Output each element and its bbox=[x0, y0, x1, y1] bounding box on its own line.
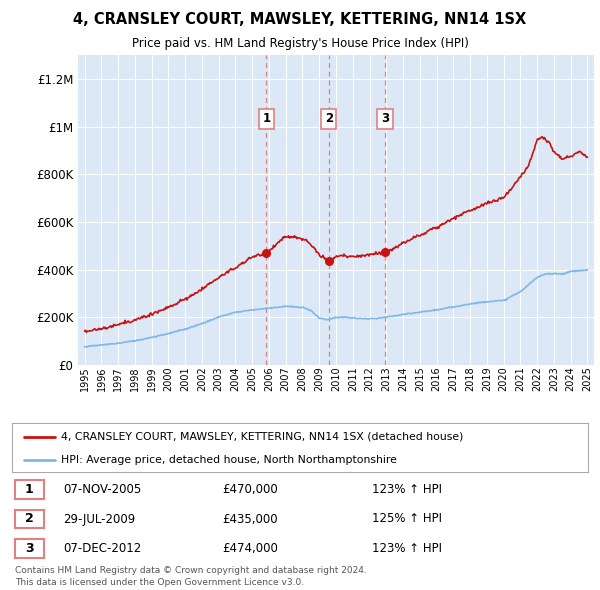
Text: 123% ↑ HPI: 123% ↑ HPI bbox=[372, 542, 442, 555]
Text: 1996: 1996 bbox=[97, 366, 106, 391]
Text: 2018: 2018 bbox=[465, 366, 475, 391]
Text: 2004: 2004 bbox=[230, 366, 241, 391]
Text: 2012: 2012 bbox=[365, 366, 374, 391]
Text: £470,000: £470,000 bbox=[222, 483, 278, 496]
Text: 3: 3 bbox=[25, 542, 34, 555]
Text: 2022: 2022 bbox=[532, 366, 542, 391]
Text: 2002: 2002 bbox=[197, 366, 207, 391]
Text: 2007: 2007 bbox=[281, 366, 291, 391]
Text: 2019: 2019 bbox=[482, 366, 492, 391]
Text: HPI: Average price, detached house, North Northamptonshire: HPI: Average price, detached house, Nort… bbox=[61, 455, 397, 465]
Text: 2025: 2025 bbox=[582, 366, 592, 391]
Text: 1999: 1999 bbox=[147, 366, 157, 391]
Text: 2015: 2015 bbox=[415, 366, 425, 391]
Text: 07-NOV-2005: 07-NOV-2005 bbox=[63, 483, 141, 496]
Text: 29-JUL-2009: 29-JUL-2009 bbox=[63, 513, 135, 526]
Text: 2021: 2021 bbox=[515, 366, 525, 391]
Text: 2023: 2023 bbox=[549, 366, 559, 391]
Text: £474,000: £474,000 bbox=[222, 542, 278, 555]
Text: 1998: 1998 bbox=[130, 366, 140, 391]
Text: 2016: 2016 bbox=[431, 366, 442, 391]
Text: 2008: 2008 bbox=[298, 366, 307, 391]
Text: 2003: 2003 bbox=[214, 366, 224, 391]
Text: 2014: 2014 bbox=[398, 366, 408, 391]
Text: 2024: 2024 bbox=[566, 366, 575, 391]
Text: 2000: 2000 bbox=[163, 366, 173, 391]
Text: 123% ↑ HPI: 123% ↑ HPI bbox=[372, 483, 442, 496]
Text: 2013: 2013 bbox=[381, 366, 391, 391]
Text: 3: 3 bbox=[381, 112, 389, 125]
Text: 07-DEC-2012: 07-DEC-2012 bbox=[63, 542, 141, 555]
Text: 2017: 2017 bbox=[448, 366, 458, 391]
Text: 2: 2 bbox=[25, 513, 34, 526]
Text: 4, CRANSLEY COURT, MAWSLEY, KETTERING, NN14 1SX (detached house): 4, CRANSLEY COURT, MAWSLEY, KETTERING, N… bbox=[61, 432, 463, 442]
Text: 1: 1 bbox=[262, 112, 271, 125]
Text: 2011: 2011 bbox=[348, 366, 358, 391]
Text: 2005: 2005 bbox=[247, 366, 257, 391]
Text: 2010: 2010 bbox=[331, 366, 341, 391]
Text: 125% ↑ HPI: 125% ↑ HPI bbox=[372, 513, 442, 526]
Text: 2020: 2020 bbox=[499, 366, 509, 391]
Text: Contains HM Land Registry data © Crown copyright and database right 2024.: Contains HM Land Registry data © Crown c… bbox=[15, 566, 367, 575]
Text: £435,000: £435,000 bbox=[222, 513, 278, 526]
Text: 2006: 2006 bbox=[264, 366, 274, 391]
Text: 2: 2 bbox=[325, 112, 333, 125]
Text: 1997: 1997 bbox=[113, 366, 123, 391]
Text: 1: 1 bbox=[25, 483, 34, 496]
Text: Price paid vs. HM Land Registry's House Price Index (HPI): Price paid vs. HM Land Registry's House … bbox=[131, 38, 469, 51]
Text: 4, CRANSLEY COURT, MAWSLEY, KETTERING, NN14 1SX: 4, CRANSLEY COURT, MAWSLEY, KETTERING, N… bbox=[73, 12, 527, 27]
Text: 1995: 1995 bbox=[80, 366, 90, 391]
Text: This data is licensed under the Open Government Licence v3.0.: This data is licensed under the Open Gov… bbox=[15, 578, 304, 586]
Text: 2009: 2009 bbox=[314, 366, 324, 391]
Text: 2001: 2001 bbox=[180, 366, 190, 391]
